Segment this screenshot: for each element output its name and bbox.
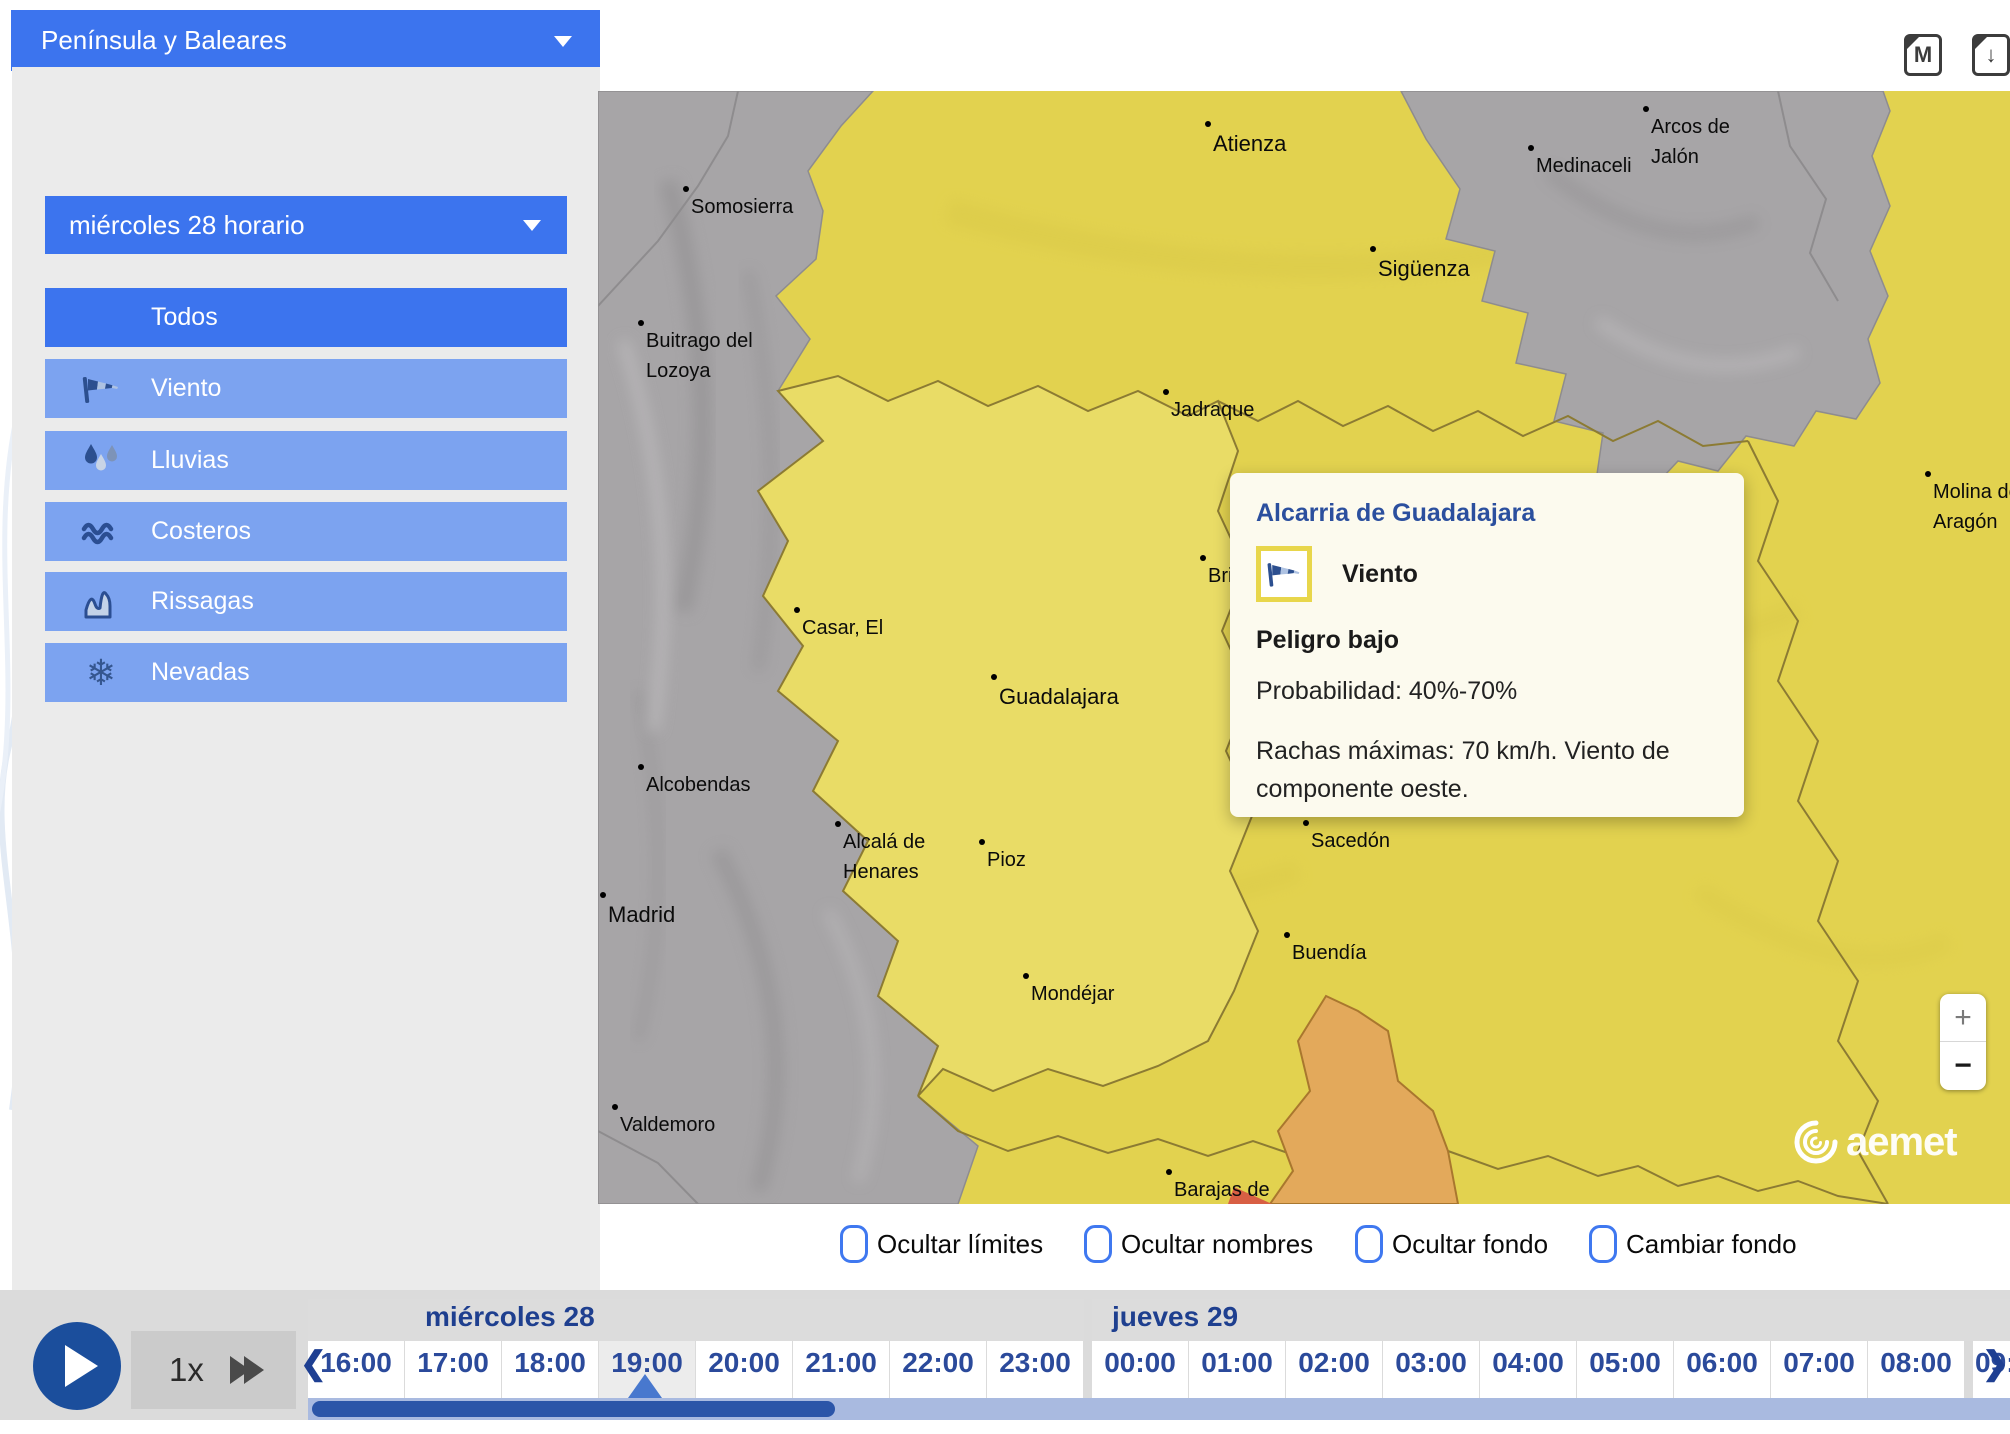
hour-cell-02[interactable]: 02:00 [1286, 1341, 1382, 1398]
checkbox-ocultar-nombres[interactable] [1084, 1225, 1112, 1263]
sidebar-item-costeros[interactable]: Costeros [45, 502, 567, 561]
download-document-icon[interactable]: ↓ [1972, 34, 2010, 76]
option-ocultar-nombres[interactable]: Ocultar nombres [1084, 1222, 1313, 1266]
zoom-out-button[interactable]: − [1940, 1042, 1986, 1090]
empty-icon-slot [75, 296, 127, 340]
sidebar-item-label: Lluvias [151, 446, 229, 475]
sidebar-item-label: Rissagas [151, 587, 254, 616]
aemet-spiral-icon [1790, 1117, 1840, 1167]
raindrops-icon [75, 439, 127, 483]
option-ocultar-limites[interactable]: Ocultar límites [840, 1222, 1043, 1266]
speed-label: 1x [169, 1351, 204, 1389]
timeline-scrollbar-thumb[interactable] [312, 1401, 835, 1417]
sidebar-item-todos[interactable]: Todos [45, 288, 567, 347]
zoom-in-button[interactable]: + [1940, 994, 1986, 1042]
timeline-scroll-right-icon[interactable]: ❯ [1982, 1347, 2009, 1379]
playback-speed-control[interactable]: 1x [131, 1331, 296, 1409]
region-selector-label: Península y Baleares [41, 25, 287, 56]
sidebar-item-label: Costeros [151, 517, 251, 546]
tooltip-description: Rachas máximas: 70 km/h. Viento de compo… [1256, 732, 1711, 808]
tooltip-hazard-label: Viento [1342, 560, 1418, 589]
chevron-down-icon [523, 220, 541, 231]
tooltip-probability: Probabilidad: 40%-70% [1256, 677, 1718, 706]
option-cambiar-fondo[interactable]: Cambiar fondo [1589, 1222, 1797, 1266]
checkbox-ocultar-limites[interactable] [840, 1225, 868, 1263]
day-label-jueves: jueves 29 [1112, 1301, 1238, 1333]
hour-cell-06[interactable]: 06:00 [1674, 1341, 1770, 1398]
hour-cell-20[interactable]: 20:00 [696, 1341, 792, 1398]
selected-hour-indicator [628, 1374, 662, 1398]
sidebar-item-nevadas[interactable]: ❄ Nevadas [45, 643, 567, 702]
hour-cell-21[interactable]: 21:00 [793, 1341, 889, 1398]
hour-cell-22[interactable]: 22:00 [890, 1341, 986, 1398]
chevron-down-icon [554, 36, 572, 47]
checkbox-cambiar-fondo[interactable] [1589, 1225, 1617, 1263]
sidebar-item-label: Viento [151, 374, 221, 403]
tide-wave-icon [75, 580, 127, 624]
sidebar-item-viento[interactable]: Viento [45, 359, 567, 418]
sidebar-panel: miércoles 28 horario Todos Viento Llu [12, 67, 600, 1290]
tooltip-danger-level: Peligro bajo [1256, 626, 1718, 655]
day-label-miercoles: miércoles 28 [425, 1301, 595, 1333]
windsock-icon [75, 367, 127, 411]
sidebar-item-label: Todos [151, 303, 218, 332]
timeline-scroll-left-icon[interactable]: ❮ [300, 1347, 327, 1379]
fast-forward-icon[interactable] [230, 1356, 264, 1384]
play-button[interactable] [33, 1322, 121, 1410]
snowflake-icon: ❄ [75, 651, 127, 695]
sidebar-item-label: Nevadas [151, 658, 250, 687]
hour-cell-01[interactable]: 01:00 [1189, 1341, 1285, 1398]
hour-cell-04[interactable]: 04:00 [1480, 1341, 1576, 1398]
hour-cell-23[interactable]: 23:00 [987, 1341, 1083, 1398]
sidebar-item-rissagas[interactable]: Rissagas [45, 572, 567, 631]
option-ocultar-fondo[interactable]: Ocultar fondo [1355, 1222, 1548, 1266]
hazard-icon-box [1256, 546, 1312, 602]
region-selector-dropdown[interactable]: Península y Baleares [11, 10, 600, 71]
aemet-logo-text: aemet [1846, 1120, 1957, 1165]
play-icon [65, 1345, 98, 1387]
aemet-watermark: aemet [1790, 1117, 1957, 1167]
warning-tooltip: Alcarria de Guadalajara Viento Peligro b… [1230, 473, 1744, 817]
windsock-icon [1265, 558, 1303, 590]
hour-cell-08[interactable]: 08:00 [1868, 1341, 1964, 1398]
date-selector-dropdown[interactable]: miércoles 28 horario [45, 196, 567, 254]
checkbox-ocultar-fondo[interactable] [1355, 1225, 1383, 1263]
waves-icon [75, 510, 127, 554]
warning-map[interactable]: Atienza Medinaceli Arcos deJalón Somosie… [598, 91, 2010, 1204]
hour-cell-18[interactable]: 18:00 [502, 1341, 598, 1398]
tooltip-region-title: Alcarria de Guadalajara [1256, 499, 1718, 528]
hour-cell-05[interactable]: 05:00 [1577, 1341, 1673, 1398]
sidebar-item-lluvias[interactable]: Lluvias [45, 431, 567, 490]
map-m-document-icon[interactable]: M [1904, 34, 1942, 76]
hour-cell-03[interactable]: 03:00 [1383, 1341, 1479, 1398]
map-zoom-control: + − [1940, 994, 1986, 1090]
hour-cell-07[interactable]: 07:00 [1771, 1341, 1867, 1398]
date-selector-label: miércoles 28 horario [69, 210, 305, 241]
hour-cell-17[interactable]: 17:00 [405, 1341, 501, 1398]
hour-cell-00[interactable]: 00:00 [1092, 1341, 1188, 1398]
